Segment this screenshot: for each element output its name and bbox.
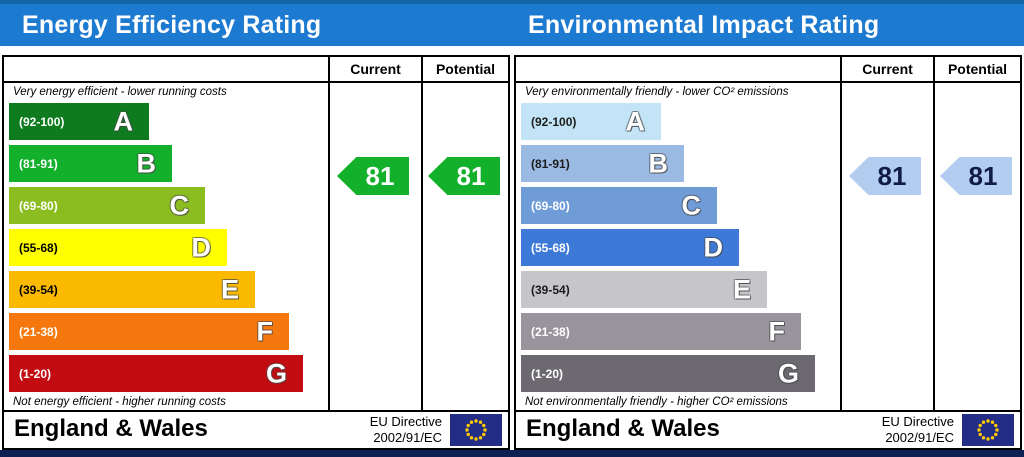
- band-letter: C: [681, 190, 702, 220]
- rating-band-f: (21-38) F: [9, 313, 289, 350]
- band-letter: D: [191, 232, 212, 262]
- bottom-caption: Not environmentally friendly - higher CO…: [525, 396, 788, 408]
- band-range-label: (69-80): [19, 198, 58, 213]
- energy-efficiency-title: Energy Efficiency Rating: [22, 11, 322, 39]
- band-range-label: (1-20): [531, 366, 564, 381]
- band-letter: G: [777, 358, 799, 388]
- header-row-divider: [516, 81, 1020, 83]
- band-letter: B: [648, 148, 669, 178]
- rating-band-g: (1-20) G: [521, 355, 815, 392]
- current-rating-value: 81: [365, 160, 395, 191]
- potential-rating-value: 81: [456, 160, 486, 191]
- band-letter: B: [136, 148, 157, 178]
- band-range-label: (39-54): [531, 282, 570, 297]
- eu-flag-icon: [962, 414, 1014, 446]
- header-row-divider: [4, 81, 508, 83]
- region-label: England & Wales: [526, 415, 720, 442]
- current-column-header: Current: [862, 61, 913, 77]
- band-range-label: (55-68): [531, 240, 570, 255]
- band-range-label: (69-80): [531, 198, 570, 213]
- rating-band-b: (81-91) B: [521, 145, 684, 182]
- environmental-impact-title: Environmental Impact Rating: [528, 11, 880, 39]
- region-label: England & Wales: [14, 415, 208, 442]
- potential-rating-value: 81: [968, 160, 998, 191]
- potential-rating-arrow: 81: [940, 157, 1012, 195]
- band-letter: A: [113, 106, 134, 136]
- column-divider: [328, 57, 330, 410]
- column-divider: [933, 57, 935, 410]
- band-range-label: (21-38): [531, 324, 570, 339]
- rating-band-c: (69-80) C: [9, 187, 205, 224]
- potential-rating-arrow: 81: [428, 157, 500, 195]
- band-range-label: (81-91): [531, 156, 570, 171]
- rating-band-e: (39-54) E: [521, 271, 767, 308]
- rating-band-e: (39-54) E: [9, 271, 255, 308]
- eu-directive-label: EU Directive 2002/91/EC: [882, 414, 954, 446]
- eu-directive-line1: EU Directive: [881, 414, 954, 429]
- eu-directive-label: EU Directive 2002/91/EC: [370, 414, 442, 446]
- current-rating-arrow: 81: [849, 157, 921, 195]
- eu-directive-line2: 2002/91/EC: [373, 430, 442, 445]
- rating-band-g: (1-20) G: [9, 355, 303, 392]
- potential-column-header: Potential: [435, 61, 496, 77]
- band-letter: G: [265, 358, 287, 388]
- top-caption: Very energy efficient - lower running co…: [13, 86, 227, 98]
- band-range-label: (21-38): [19, 324, 58, 339]
- band-letter: E: [220, 274, 239, 304]
- band-range-label: (92-100): [19, 114, 65, 129]
- rating-band-b: (81-91) B: [9, 145, 172, 182]
- band-range-label: (92-100): [531, 114, 577, 129]
- top-border-stripe: [0, 0, 1024, 4]
- band-letter: C: [169, 190, 190, 220]
- rating-band-a: (92-100) A: [521, 103, 661, 140]
- band-letter: F: [256, 316, 274, 346]
- environmental-impact-panel: Current Potential Very environmentally f…: [514, 55, 1022, 450]
- rating-band-d: (55-68) D: [9, 229, 227, 266]
- eu-directive-line1: EU Directive: [369, 414, 442, 429]
- band-letter: A: [625, 106, 646, 136]
- rating-band-f: (21-38) F: [521, 313, 801, 350]
- band-range-label: (55-68): [19, 240, 58, 255]
- bottom-caption: Not energy efficient - higher running co…: [13, 396, 226, 408]
- rating-band-a: (92-100) A: [9, 103, 149, 140]
- panel-footer: England & Wales EU Directive 2002/91/EC: [516, 410, 1020, 448]
- potential-column-header: Potential: [947, 61, 1008, 77]
- column-divider: [421, 57, 423, 410]
- band-letter: D: [703, 232, 724, 262]
- rating-band-c: (69-80) C: [521, 187, 717, 224]
- energy-efficiency-panel: Current Potential Very energy efficient …: [2, 55, 510, 450]
- band-letter: E: [732, 274, 751, 304]
- eu-flag-icon: [450, 414, 502, 446]
- rating-band-d: (55-68) D: [521, 229, 739, 266]
- column-divider: [840, 57, 842, 410]
- current-rating-arrow: 81: [337, 157, 409, 195]
- top-caption: Very environmentally friendly - lower CO…: [525, 86, 789, 98]
- band-range-label: (81-91): [19, 156, 58, 171]
- header-band: Energy Efficiency Rating Environmental I…: [0, 4, 1024, 46]
- current-rating-value: 81: [877, 160, 907, 191]
- rating-bands: (92-100) A (81-91) B (69-80) C (55-68) D (39-54)…: [521, 103, 843, 397]
- band-range-label: (39-54): [19, 282, 58, 297]
- bottom-border-stripe: [0, 450, 1024, 457]
- eu-directive-line2: 2002/91/EC: [885, 430, 954, 445]
- band-range-label: (1-20): [19, 366, 52, 381]
- band-letter: F: [768, 316, 786, 346]
- panel-footer: England & Wales EU Directive 2002/91/EC: [4, 410, 508, 448]
- current-column-header: Current: [350, 61, 401, 77]
- rating-bands: (92-100) A (81-91) B (69-80) C (55-68) D (39-54)…: [9, 103, 331, 397]
